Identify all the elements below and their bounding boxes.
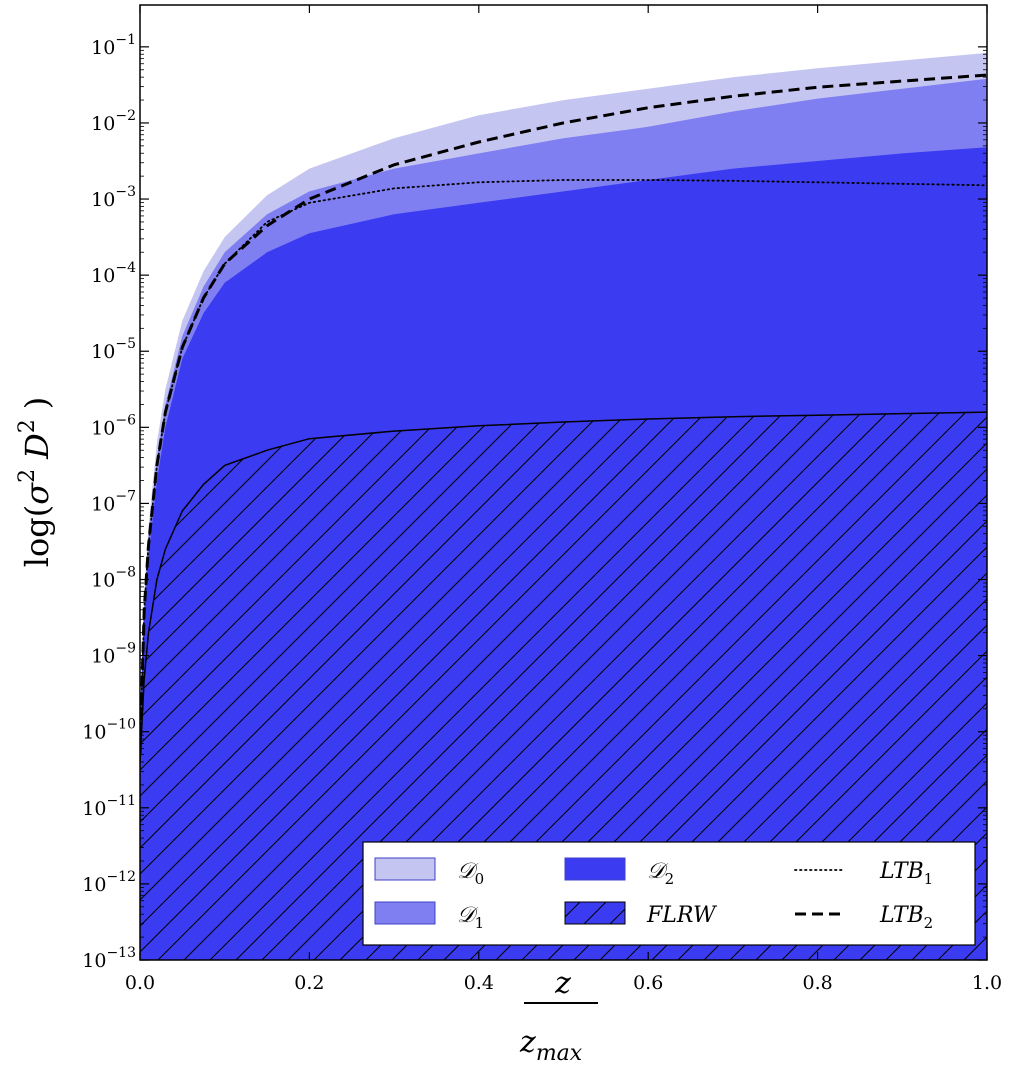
y-tick-label-base: 10 bbox=[91, 265, 115, 287]
y-tick-label-exponent: −2 bbox=[115, 108, 136, 124]
x-axis-title-numerator: z bbox=[554, 966, 571, 1001]
legend-label-name: LTB bbox=[879, 859, 924, 884]
legend-swatch-d0 bbox=[374, 857, 436, 881]
legend-label-sub: 1 bbox=[475, 914, 485, 932]
plot-area-lines bbox=[140, 73, 987, 763]
legend-label-name: LTB bbox=[879, 903, 924, 928]
legend-label-flrw: FLRW bbox=[646, 903, 718, 928]
x-axis-title-denominator-sub: max bbox=[536, 1041, 583, 1066]
y-tick-label-exponent: −10 bbox=[106, 717, 136, 733]
legend-label-name: 𝒟 bbox=[647, 859, 669, 884]
x-tick-label: 0.0 bbox=[125, 972, 155, 994]
y-tick-label-base: 10 bbox=[91, 37, 115, 59]
y-tick-label-exponent: −4 bbox=[115, 260, 136, 276]
legend-swatch-d2 bbox=[564, 857, 626, 881]
y-axis-title-sup1: 2 bbox=[15, 469, 40, 483]
legend-label-sub: 0 bbox=[475, 870, 485, 888]
x-tick-label: 0.8 bbox=[802, 972, 832, 994]
legend-label-name: 𝒟 bbox=[457, 903, 479, 928]
legend-label-sub: 1 bbox=[924, 870, 934, 888]
x-axis-title: z zmax bbox=[519, 966, 598, 1066]
y-tick-label-base: 10 bbox=[91, 646, 115, 668]
plot-frame bbox=[139, 4, 988, 961]
legend-label-d2: 𝒟2 bbox=[647, 859, 674, 888]
legend-label-name: FLRW bbox=[646, 903, 718, 928]
series-hatch-flrw bbox=[140, 412, 987, 960]
y-tick-label-base: 10 bbox=[82, 722, 106, 744]
legend-label-sub: 2 bbox=[924, 914, 934, 932]
y-axis-title-d: D bbox=[18, 433, 56, 460]
plot-area-fills bbox=[140, 52, 987, 960]
y-axis-title-prefix: log( bbox=[18, 505, 56, 567]
x-axis-title-denominator: zmax bbox=[519, 1025, 583, 1066]
y-tick-label: 10−7 bbox=[91, 488, 136, 515]
y-tick-label-exponent: −1 bbox=[115, 32, 136, 48]
y-tick-label-exponent: −6 bbox=[115, 412, 136, 428]
y-tick-label-exponent: −11 bbox=[106, 793, 136, 809]
y-tick-label-base: 10 bbox=[91, 113, 115, 135]
y-tick-label: 10−12 bbox=[82, 869, 136, 896]
x-tick-label: 0.6 bbox=[633, 972, 663, 994]
legend-item-d0: 𝒟0 bbox=[374, 857, 484, 888]
legend-item-d1: 𝒟1 bbox=[374, 901, 484, 932]
legend-label-ltb2: LTB2 bbox=[879, 903, 933, 932]
y-tick-label-base: 10 bbox=[82, 874, 106, 896]
y-tick-label: 10−11 bbox=[82, 793, 136, 820]
y-tick-label: 10−6 bbox=[91, 412, 136, 439]
x-tick-label: 1.0 bbox=[972, 972, 1002, 994]
y-tick-label-base: 10 bbox=[91, 341, 115, 363]
y-tick-label-base: 10 bbox=[91, 189, 115, 211]
legend-item-ltb1: LTB1 bbox=[794, 859, 933, 888]
y-tick-label-exponent: −8 bbox=[115, 565, 136, 581]
y-tick-label: 10−2 bbox=[91, 108, 136, 135]
legend-label-sub: 2 bbox=[665, 870, 675, 888]
legend-swatch-d1 bbox=[374, 901, 436, 925]
y-tick-label-exponent: −5 bbox=[115, 336, 136, 352]
y-axis-title-sup2: 2 bbox=[15, 419, 40, 433]
y-axis-title-sigma: σ bbox=[18, 482, 56, 505]
y-tick-label: 10−1 bbox=[91, 32, 136, 59]
y-tick-label-base: 10 bbox=[91, 493, 115, 515]
legend-frame bbox=[362, 841, 976, 946]
y-tick-label-exponent: −3 bbox=[115, 184, 136, 200]
y-tick-label: 10−8 bbox=[91, 565, 136, 592]
y-axis-title-suffix: ) bbox=[18, 397, 56, 409]
y-tick-label: 10−13 bbox=[82, 945, 136, 972]
legend-label-d1: 𝒟1 bbox=[457, 903, 484, 932]
y-tick-label-base: 10 bbox=[82, 798, 106, 820]
x-axis: 0.0 0.2 0.4 0.6 0.8 1.0 bbox=[125, 5, 1002, 994]
y-axis-title: log(σ2D2) bbox=[15, 397, 56, 567]
legend-item-d2: 𝒟2 bbox=[564, 857, 674, 888]
y-tick-label-exponent: −13 bbox=[106, 945, 136, 961]
series-line-ltb2 bbox=[140, 73, 987, 755]
y-tick-label: 10−5 bbox=[91, 336, 136, 363]
x-tick-label: 0.4 bbox=[464, 972, 494, 994]
series-edge-flrw bbox=[140, 411, 987, 763]
y-tick-label-base: 10 bbox=[91, 417, 115, 439]
legend-item-ltb2: LTB2 bbox=[795, 903, 933, 932]
y-tick-label: 10−4 bbox=[91, 260, 136, 287]
y-axis: 10−110−210−310−410−510−610−710−810−910−1… bbox=[82, 32, 987, 972]
y-tick-label-base: 10 bbox=[82, 950, 106, 972]
x-axis-title-denominator-base: z bbox=[519, 1025, 536, 1060]
y-tick-label-exponent: −12 bbox=[106, 869, 136, 885]
legend-label-d0: 𝒟0 bbox=[457, 859, 484, 888]
y-tick-label: 10−3 bbox=[91, 184, 136, 211]
svg-text:log(σ2D2): log(σ2D2) bbox=[15, 397, 56, 567]
x-tick-label: 0.2 bbox=[294, 972, 324, 994]
legend-label-name: 𝒟 bbox=[457, 859, 479, 884]
y-tick-label-base: 10 bbox=[91, 570, 115, 592]
legend-label-ltb1: LTB1 bbox=[879, 859, 933, 888]
y-tick-label: 10−10 bbox=[82, 717, 136, 744]
legend-item-flrw: FLRW bbox=[564, 901, 718, 928]
legend-hatch-flrw bbox=[564, 901, 626, 925]
y-tick-label: 10−9 bbox=[91, 641, 136, 668]
y-tick-label-exponent: −9 bbox=[115, 641, 136, 657]
y-tick-label-exponent: −7 bbox=[115, 488, 136, 504]
